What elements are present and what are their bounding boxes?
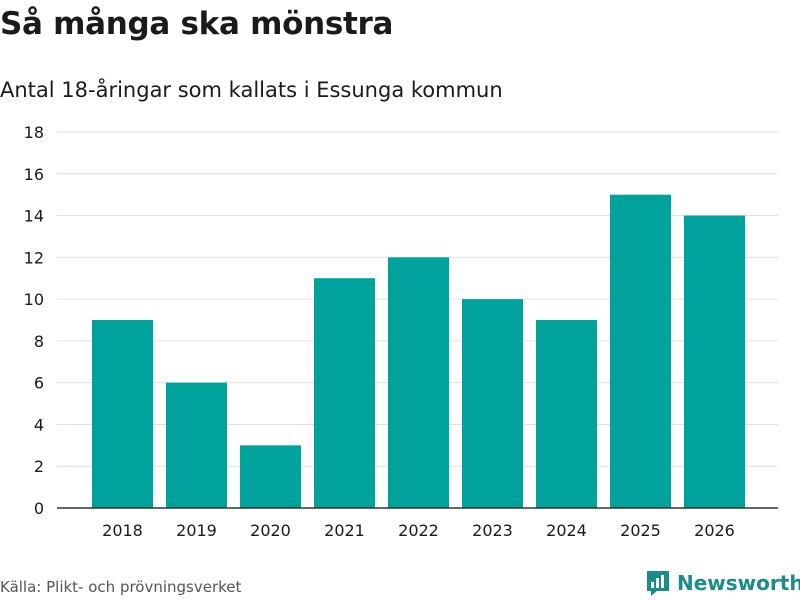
y-tick-label: 2 xyxy=(34,457,44,476)
brand-name: Newsworthy xyxy=(677,571,800,595)
y-tick-label: 10 xyxy=(24,290,44,309)
bar xyxy=(610,194,671,508)
y-tick-label: 0 xyxy=(34,499,44,518)
y-tick-label: 6 xyxy=(34,374,44,393)
y-tick-label: 8 xyxy=(34,332,44,351)
bar xyxy=(166,382,227,508)
x-tick-label: 2025 xyxy=(620,521,661,540)
y-tick-label: 18 xyxy=(24,123,44,142)
x-tick-label: 2020 xyxy=(250,521,291,540)
y-tick-label: 14 xyxy=(24,207,44,226)
chart-title: Så många ska mönstra xyxy=(0,6,394,42)
bar xyxy=(536,320,597,508)
x-tick-label: 2024 xyxy=(546,521,587,540)
bar xyxy=(388,257,449,508)
chart-subtitle: Antal 18-åringar som kallats i Essunga k… xyxy=(0,78,503,102)
x-tick-label: 2026 xyxy=(694,521,735,540)
bar xyxy=(684,215,745,509)
bar xyxy=(314,278,375,508)
bar xyxy=(462,299,523,508)
newsworthy-logo-icon xyxy=(647,571,669,596)
brand-logo: Newsworthy xyxy=(645,569,800,597)
x-tick-label: 2021 xyxy=(324,521,365,540)
y-tick-label: 4 xyxy=(34,415,44,434)
x-tick-label: 2019 xyxy=(176,521,217,540)
bar-chart: 0 2 4 6 8 10 12 14 16 18 2018 2019 2020 2021 2022 2023 2… xyxy=(24,123,778,540)
x-tick-label: 2022 xyxy=(398,521,439,540)
x-tick-label: 2018 xyxy=(102,521,143,540)
y-tick-label: 16 xyxy=(24,165,44,184)
y-tick-label: 12 xyxy=(24,248,44,267)
bar xyxy=(240,445,301,508)
bar xyxy=(92,320,153,508)
x-tick-label: 2023 xyxy=(472,521,513,540)
source-note: Källa: Plikt- och prövningsverket xyxy=(0,578,242,596)
